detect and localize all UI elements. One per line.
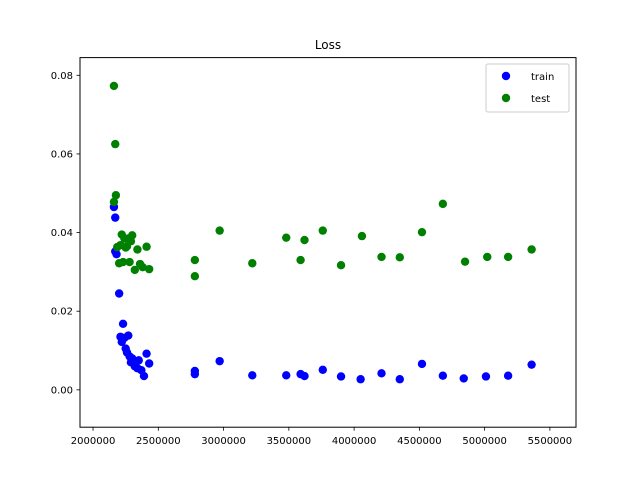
point-train [118,319,128,328]
point-train [124,331,133,340]
legend-marker-train [501,71,511,81]
point-train [215,356,224,366]
x-axis: 2000000 2500000 3000000 3500000 4000000 45000… [71,427,572,447]
point-train [114,289,124,298]
point-test [282,233,291,242]
point-train [459,374,468,383]
plot-frame [79,57,577,428]
point-test [109,197,119,207]
point-train [134,356,143,365]
point-test [111,191,121,200]
point-train [395,375,404,384]
legend-label-test: test [531,94,550,105]
point-test [144,264,154,274]
x-tick-label: 4000000 [332,436,377,447]
series-train [109,202,536,384]
point-train [503,371,513,380]
point-test [503,252,513,262]
point-test [215,226,224,235]
chart-title: Loss [315,38,341,52]
x-tick-label: 2000000 [71,436,116,447]
point-train [111,213,120,222]
series-test [109,81,536,281]
point-test [318,226,327,235]
point-test [118,257,128,267]
plot-area [109,81,536,384]
point-test [128,231,137,240]
point-test [527,245,536,254]
point-test [248,259,257,268]
y-axis: 0.00 0.02 0.04 0.06 0.08 [51,71,80,396]
x-tick-label: 5500000 [528,436,573,447]
point-test [377,252,386,262]
point-train [481,372,491,381]
x-tick-label: 4500000 [397,436,442,447]
point-train [248,371,257,380]
point-train [190,369,200,379]
point-train [336,372,346,381]
point-test [109,81,119,91]
point-test [417,227,427,237]
point-train [527,360,536,369]
x-tick-label: 2500000 [136,436,181,447]
point-train [356,375,365,384]
point-train [417,359,427,369]
point-test [133,245,142,254]
point-test [460,257,470,266]
point-train [112,250,121,259]
point-test [130,265,140,275]
y-tick-label: 0.00 [51,385,73,396]
point-train [142,349,151,358]
x-tick-label: 5000000 [462,436,507,447]
point-test [142,242,151,251]
point-test [300,235,309,245]
point-test [483,252,492,262]
point-test [395,253,404,262]
point-test [438,199,448,209]
point-train [144,359,154,368]
y-tick-label: 0.06 [51,149,73,160]
point-test [357,231,367,241]
x-tick-label: 3000000 [201,436,246,447]
point-train [300,371,309,381]
point-train [318,365,327,374]
point-test [336,261,346,270]
legend-marker-test [501,93,511,103]
point-test [190,272,200,281]
x-tick-label: 3500000 [267,436,312,447]
point-train [139,371,149,381]
point-train [282,371,291,380]
point-test [125,257,134,267]
y-tick-label: 0.08 [51,71,73,82]
point-test [111,139,120,149]
legend-box [485,63,570,113]
y-tick-label: 0.04 [51,228,73,239]
point-test [138,262,147,272]
point-test [296,255,305,265]
legend-label-train: train [531,72,554,83]
point-test [190,255,200,265]
y-tick-label: 0.02 [51,307,73,318]
legend: train test [485,63,570,113]
point-train [377,369,386,378]
point-train [438,371,448,380]
